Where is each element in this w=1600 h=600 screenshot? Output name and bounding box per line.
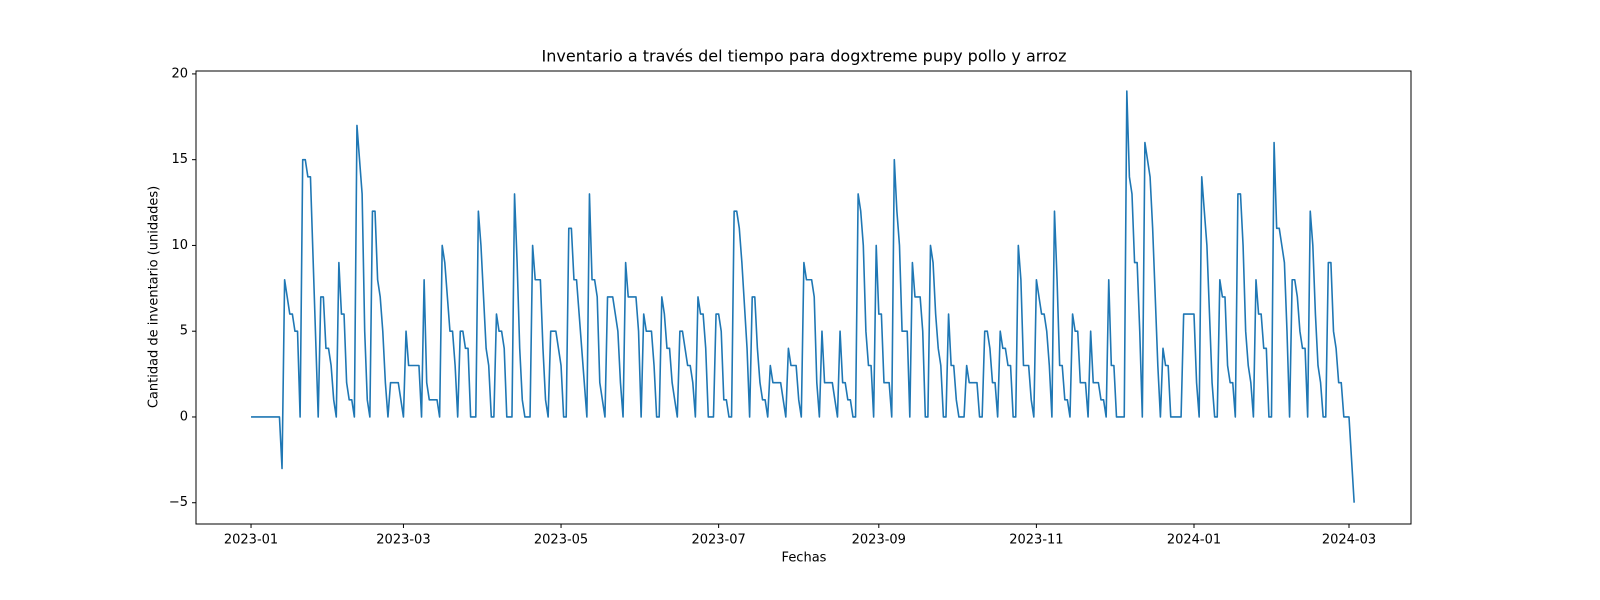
y-tick-label: 15 <box>171 152 188 167</box>
x-tick-label: 2023-01 <box>224 533 278 548</box>
y-tick-label: 5 <box>180 324 188 339</box>
plot-frame <box>195 70 1412 525</box>
y-tick-label: 20 <box>171 66 188 81</box>
x-tick-label: 2023-09 <box>852 533 906 548</box>
y-tick-label: 0 <box>180 409 188 424</box>
x-tick-label: 2023-05 <box>534 533 588 548</box>
x-tick-label: 2023-07 <box>691 533 745 548</box>
y-axis-label: Cantidad de inventario (unidades) <box>147 186 162 408</box>
x-tick-label: 2024-01 <box>1167 533 1221 548</box>
y-tick-label: −5 <box>169 495 188 510</box>
x-tick-label: 2023-03 <box>376 533 430 548</box>
x-tick-label: 2023-11 <box>1009 533 1063 548</box>
chart-title: Inventario a través del tiempo para dogx… <box>542 47 1067 66</box>
x-axis-label: Fechas <box>782 551 827 566</box>
y-tick-label: 10 <box>171 238 188 253</box>
x-tick-label: 2024-03 <box>1322 533 1376 548</box>
data-line <box>251 90 1355 503</box>
